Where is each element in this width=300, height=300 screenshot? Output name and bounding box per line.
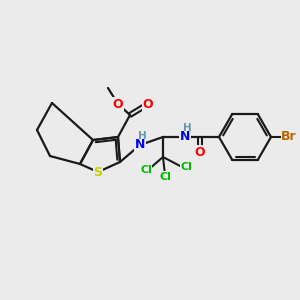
Text: Cl: Cl xyxy=(140,165,152,175)
Text: H: H xyxy=(183,123,191,133)
Text: Cl: Cl xyxy=(180,162,192,172)
Text: O: O xyxy=(143,98,153,110)
Text: S: S xyxy=(94,166,103,178)
Text: O: O xyxy=(113,98,123,110)
Text: H: H xyxy=(138,131,146,141)
Text: N: N xyxy=(135,139,145,152)
Text: Br: Br xyxy=(281,130,297,143)
Text: O: O xyxy=(195,146,205,158)
Text: N: N xyxy=(180,130,190,143)
Text: Cl: Cl xyxy=(159,172,171,182)
